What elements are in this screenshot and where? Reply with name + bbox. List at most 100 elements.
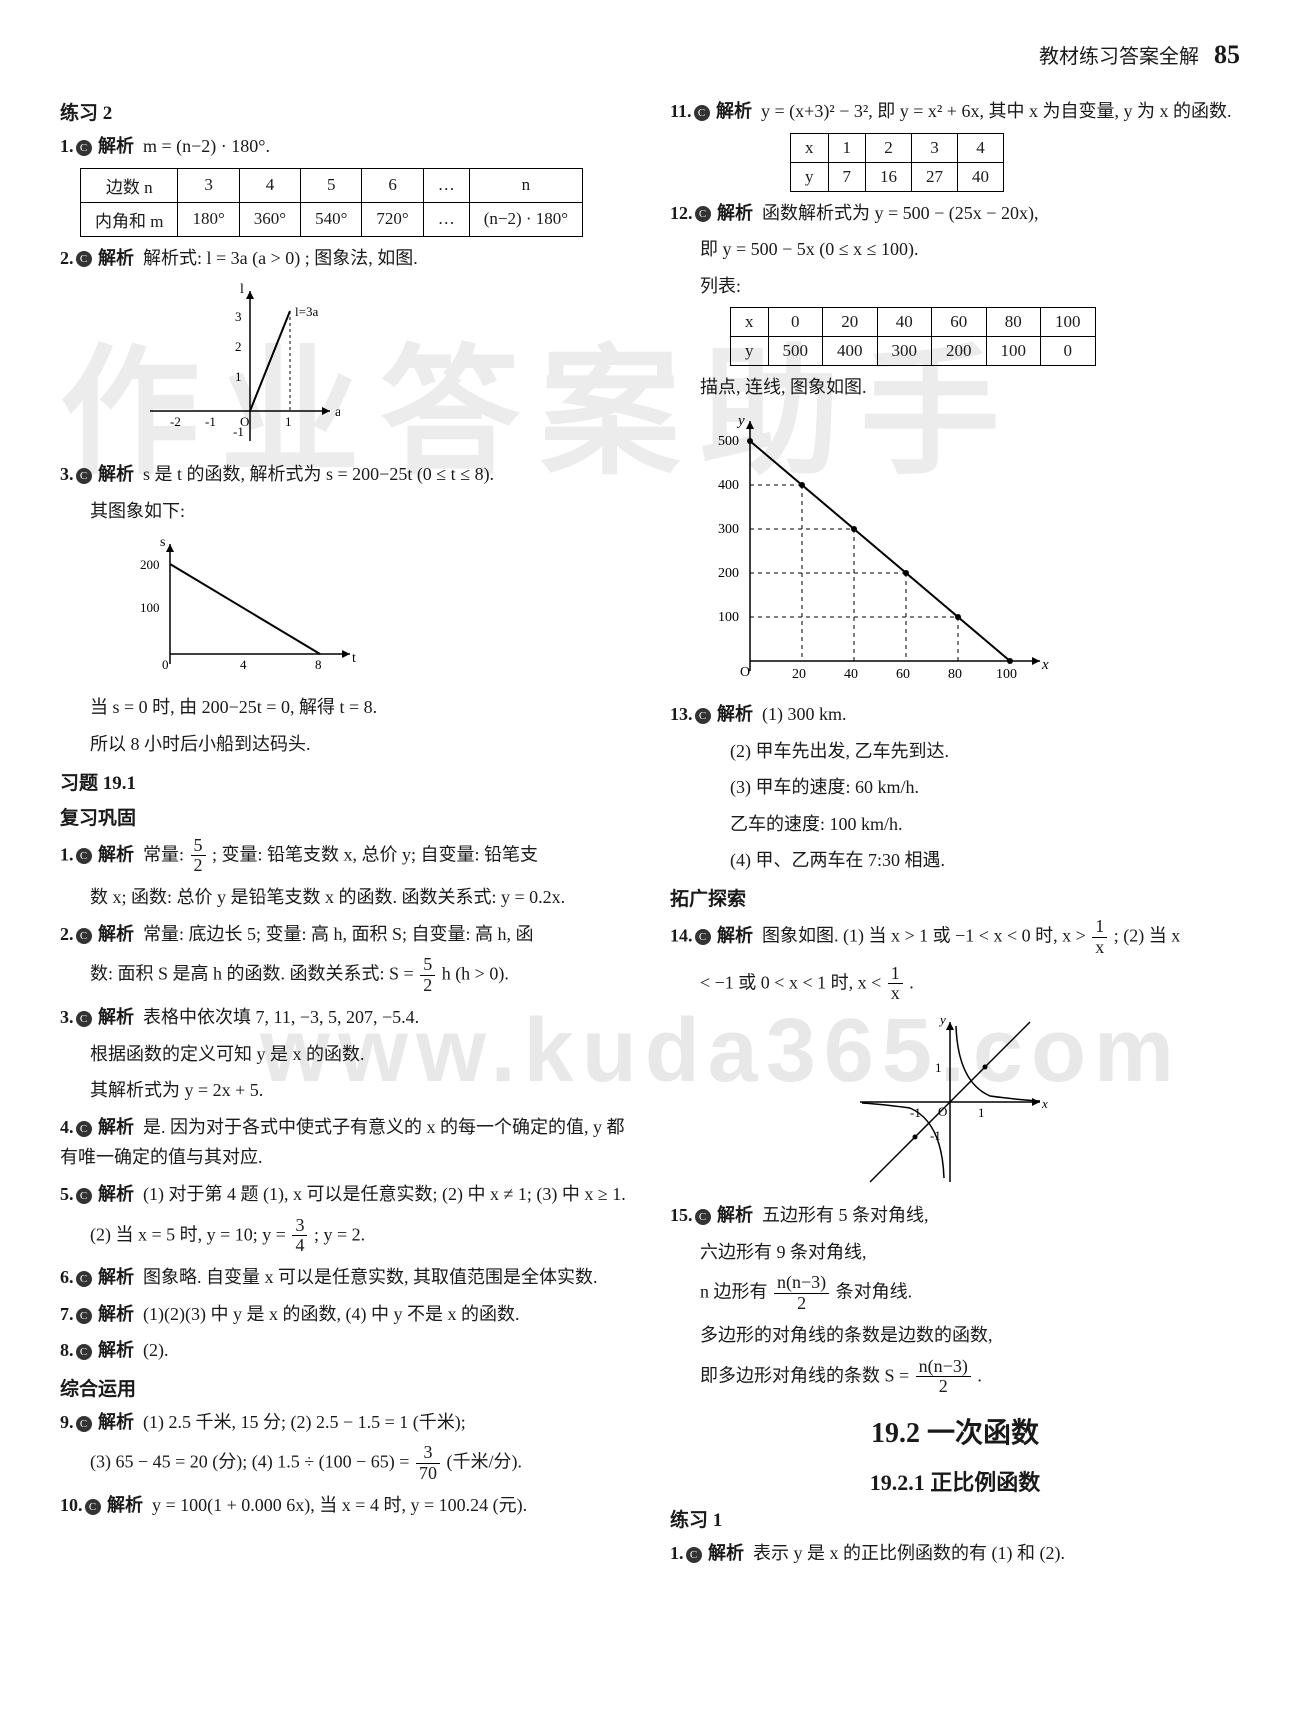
badge-icon: C	[76, 1271, 92, 1287]
text: ; (2) 当 x	[1114, 925, 1181, 945]
text: (1) 2.5 千米, 15 分; (2) 2.5 − 1.5 = 1 (千米)…	[143, 1412, 466, 1432]
jiexi: 解析	[98, 924, 134, 944]
jiexi: 解析	[717, 1205, 753, 1225]
item-text: 解析式: l = 3a (a > 0) ; 图象法, 如图.	[143, 248, 418, 268]
text: 数 x; 函数: 总价 y 是铅笔支数 x 的函数. 函数关系式: y = 0.…	[90, 882, 630, 913]
svg-text:60: 60	[896, 667, 910, 682]
badge-icon: C	[695, 1209, 711, 1225]
left-q7: 7.C 解析 (1)(2)(3) 中 y 是 x 的函数, (4) 中 y 不是…	[60, 1299, 630, 1330]
svg-text:-1: -1	[205, 414, 216, 429]
svg-text:100: 100	[996, 667, 1017, 682]
text: (4) 甲、乙两车在 7:30 相遇.	[730, 845, 1240, 876]
right-q13: 13.C 解析 (1) 300 km.	[670, 699, 1240, 730]
left-item-1: 1.C 解析 m = (n−2) · 180°.	[60, 131, 630, 162]
jiexi: 解析	[98, 1304, 134, 1324]
badge-icon: C	[76, 1121, 92, 1137]
cell: 60	[932, 308, 987, 337]
svg-text:-1: -1	[930, 1128, 941, 1143]
badge-icon: C	[695, 929, 711, 945]
left-q8: 8.C 解析 (2).	[60, 1335, 630, 1366]
cell: 6	[362, 168, 423, 202]
jiexi: 解析	[98, 1184, 134, 1204]
svg-text:-2: -2	[170, 414, 181, 429]
text: 函数解析式为 y = 500 − (25x − 20x),	[762, 203, 1038, 223]
heading-19-2: 19.2 一次函数	[670, 1411, 1240, 1451]
badge-icon: C	[695, 206, 711, 222]
svg-text:200: 200	[140, 557, 160, 572]
text: (3) 甲车的速度: 60 km/h.	[730, 772, 1240, 803]
text: 其解析式为 y = 2x + 5.	[90, 1075, 630, 1106]
text: 即多边形对角线的条数 S = n(n−3)2 .	[700, 1357, 1240, 1398]
left-q1: 1.C 解析 常量: 52 ; 变量: 铅笔支数 x, 总价 y; 自变量: 铅…	[60, 836, 630, 877]
p3b: 当 s = 0 时, 由 200−25t = 0, 解得 t = 8.	[90, 692, 630, 723]
practice-2-title: 练习 2	[60, 98, 630, 125]
table-1: 边数 n 3 4 5 6 … n 内角和 m 180° 360° 540° 72…	[80, 168, 583, 237]
text: y = (x+3)² − 3², 即 y = x² + 6x, 其中 x 为自变…	[761, 101, 1231, 121]
heading-19-2-1: 19.2.1 正比例函数	[670, 1465, 1240, 1497]
badge-icon: C	[686, 1547, 702, 1563]
svg-text:x: x	[1041, 657, 1049, 673]
left-q3: 3.C 解析 表格中依次填 7, 11, −3, 5, 207, −5.4.	[60, 1002, 630, 1033]
tgts: 拓广探索	[670, 884, 1240, 911]
graph-1: a l l=3a -2 -1 O 1 1 2 3 -1	[140, 281, 630, 451]
graph-12: x y O 20 40 60	[710, 411, 1240, 691]
header-label: 教材练习答案全解	[1039, 46, 1199, 68]
text: y = 100(1 + 0.000 6x), 当 x = 4 时, y = 10…	[152, 1495, 527, 1515]
cell: 3	[178, 168, 239, 202]
text: 常量:	[143, 844, 184, 864]
text: 图象如图. (1) 当 x > 1 或 −1 < x < 0 时, x >	[762, 925, 1086, 945]
jiexi: 解析	[98, 1267, 134, 1287]
text: (1) 对于第 4 题 (1), x 可以是任意实数; (2) 中 x ≠ 1;…	[143, 1184, 626, 1204]
cell: 2	[866, 133, 912, 162]
cell: 4	[239, 168, 300, 202]
cell: 180°	[178, 202, 239, 236]
cell: 200	[932, 337, 987, 366]
cell: x	[791, 133, 829, 162]
svg-text:4: 4	[240, 657, 247, 672]
jiexi-label: 解析	[98, 248, 134, 268]
left-q6: 6.C 解析 图象略. 自变量 x 可以是任意实数, 其取值范围是全体实数.	[60, 1262, 630, 1293]
cell: 80	[986, 308, 1041, 337]
page-number: 85	[1214, 40, 1240, 69]
svg-text:300: 300	[718, 522, 739, 537]
text: 描点, 连线, 图象如图.	[700, 372, 1240, 403]
svg-text:3: 3	[235, 309, 242, 324]
item-text: m = (n−2) · 180°.	[143, 136, 270, 156]
fraction: 370	[416, 1443, 440, 1484]
svg-text:-1: -1	[233, 424, 244, 439]
fraction: n(n−3)2	[916, 1357, 971, 1398]
fraction: 1x	[888, 964, 903, 1005]
cell: 540°	[301, 202, 362, 236]
cell: 边数 n	[81, 168, 178, 202]
jiexi-label: 解析	[98, 136, 134, 156]
cell: y	[791, 162, 829, 191]
cell: 0	[1041, 337, 1096, 366]
cell: 5	[301, 168, 362, 202]
cell: x	[731, 308, 769, 337]
svg-text:100: 100	[140, 600, 160, 615]
zhyy: 综合运用	[60, 1374, 630, 1401]
right-q14: 14.C 解析 图象如图. (1) 当 x > 1 或 −1 < x < 0 时…	[670, 917, 1240, 958]
svg-text:x: x	[1041, 1096, 1048, 1111]
fraction: 1x	[1092, 917, 1107, 958]
text: ; 变量: 铅笔支数 x, 总价 y; 自变量: 铅笔支	[212, 844, 538, 864]
text: (3) 65 − 45 = 20 (分); (4) 1.5 ÷ (100 − 6…	[90, 1443, 630, 1484]
right-q12: 12.C 解析 函数解析式为 y = 500 − (25x − 20x),	[670, 198, 1240, 229]
badge-icon: C	[76, 140, 92, 156]
cell: 16	[866, 162, 912, 191]
item-num: 1.	[60, 136, 74, 156]
svg-text:400: 400	[718, 478, 739, 493]
text: (1) 300 km.	[762, 704, 847, 724]
right-column: 11.C 解析 y = (x+3)² − 3², 即 y = x² + 6x, …	[670, 90, 1240, 1575]
svg-text:y: y	[736, 413, 745, 429]
item-text: 其图象如下:	[90, 496, 630, 527]
text: 乙车的速度: 100 km/h.	[730, 809, 1240, 840]
cell: 0	[768, 308, 823, 337]
right-lx1-q1: 1.C 解析 表示 y 是 x 的正比例函数的有 (1) 和 (2).	[670, 1538, 1240, 1569]
badge-icon: C	[76, 251, 92, 267]
item-num: 2.	[60, 248, 74, 268]
jiexi: 解析	[98, 1340, 134, 1360]
text: 根据函数的定义可知 y 是 x 的函数.	[90, 1039, 630, 1070]
jiexi: 解析	[98, 1412, 134, 1432]
cell: y	[731, 337, 769, 366]
